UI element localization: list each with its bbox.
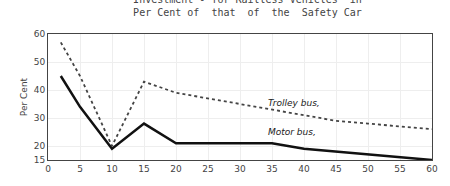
svg-text:55: 55 <box>394 164 405 174</box>
svg-text:30: 30 <box>234 164 246 174</box>
svg-text:50: 50 <box>34 57 46 67</box>
svg-text:25: 25 <box>202 164 213 174</box>
svg-text:45: 45 <box>330 164 341 174</box>
svg-text:5: 5 <box>77 164 83 174</box>
svg-text:Per Cent: Per Cent <box>19 77 29 116</box>
svg-text:10: 10 <box>106 164 118 174</box>
svg-text:Motor bus,: Motor bus, <box>268 127 316 137</box>
svg-text:50: 50 <box>362 164 374 174</box>
svg-text:15: 15 <box>138 164 149 174</box>
svg-text:15: 15 <box>34 155 45 165</box>
svg-text:35: 35 <box>266 164 277 174</box>
svg-text:60: 60 <box>426 164 438 174</box>
svg-text:20: 20 <box>34 141 46 151</box>
svg-text:20: 20 <box>170 164 182 174</box>
svg-text:0: 0 <box>45 164 51 174</box>
svg-text:30: 30 <box>34 113 46 123</box>
svg-text:Investment - for Railless Vehi: Investment - for Railless Vehicles inPer… <box>133 0 362 18</box>
svg-text:40: 40 <box>34 85 46 95</box>
svg-text:40: 40 <box>298 164 310 174</box>
svg-text:60: 60 <box>34 29 46 39</box>
svg-text:Trolley bus,: Trolley bus, <box>268 98 320 108</box>
